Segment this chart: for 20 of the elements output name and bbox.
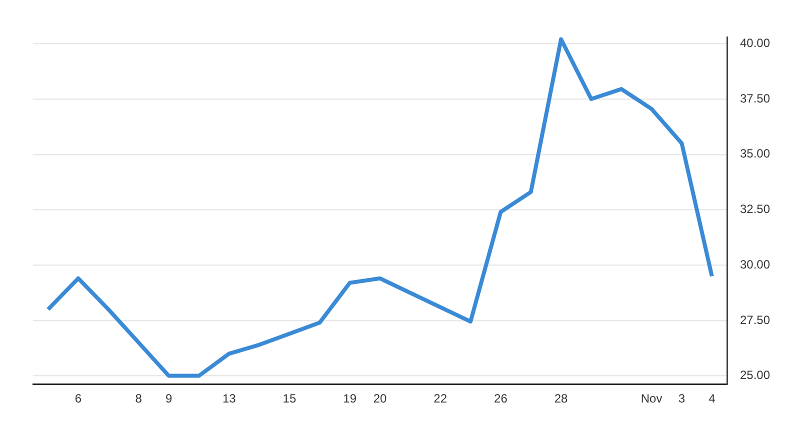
y-tick-label: 35.00 — [740, 146, 770, 161]
y-tick-label: 27.50 — [740, 312, 770, 327]
x-tick-label: 4 — [708, 392, 716, 406]
y-tick-label: 25.00 — [740, 368, 770, 382]
y-tick-label: 32.50 — [740, 202, 770, 216]
x-tick-label: 22 — [434, 392, 448, 406]
x-tick-label: 26 — [494, 392, 508, 406]
y-tick-label: 37.50 — [740, 91, 770, 106]
y-tick-label: 30.00 — [740, 257, 770, 272]
x-tick-label: 19 — [343, 392, 357, 406]
x-tick-label: 9 — [165, 392, 172, 406]
x-tick-label: Nov — [640, 392, 662, 406]
y-tick-label: 40.00 — [740, 36, 770, 50]
x-tick-label: 20 — [373, 392, 387, 406]
x-tick-label: 13 — [222, 392, 236, 406]
x-tick-label: 8 — [135, 392, 142, 406]
x-tick-label: 28 — [554, 392, 568, 406]
x-tick-label: 15 — [282, 392, 296, 406]
x-tick-label: 3 — [678, 392, 686, 406]
x-tick-label: 6 — [74, 392, 82, 406]
